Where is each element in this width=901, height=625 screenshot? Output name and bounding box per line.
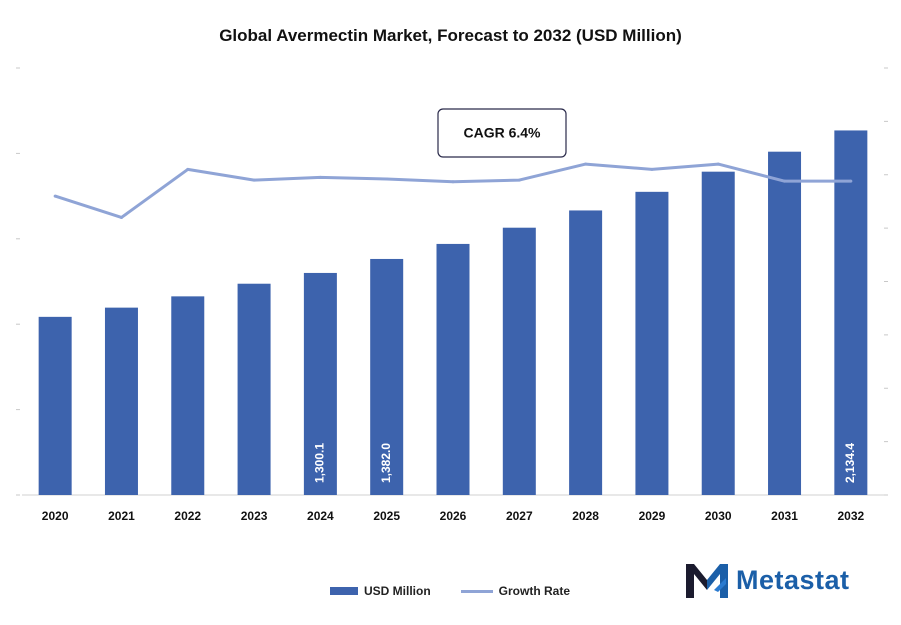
brand-name: Metastat — [736, 564, 850, 595]
bar-data-labels: 1,300.1 1,382.0 2,134.4 — [313, 443, 857, 483]
growth-rate-point-2031 — [783, 179, 787, 183]
x-tick-2020: 2020 — [42, 509, 69, 523]
growth-rate-point-2029 — [650, 167, 654, 171]
bar-2025 — [370, 258, 404, 495]
bar-2021 — [104, 307, 138, 495]
legend-item-usd-million: USD Million — [330, 584, 431, 598]
bar-data-label: 1,300.1 — [313, 443, 327, 483]
growth-rate-point-2032 — [849, 179, 853, 183]
chart-legend: USD Million Growth Rate — [330, 584, 600, 598]
x-axis-tick-labels: 2020 2021 2022 2023 2024 2025 2026 2027 2028 2029… — [42, 509, 865, 523]
growth-rate-point-2027 — [517, 178, 521, 182]
chart-title: Global Avermectin Market, Forecast to 20… — [219, 26, 682, 45]
right-axis-ticks — [884, 67, 888, 496]
growth-rate-point-2021 — [119, 215, 123, 219]
growth-rate-point-2030 — [716, 162, 720, 166]
left-axis-ticks — [16, 67, 20, 496]
bar-2024 — [303, 272, 337, 495]
x-tick-2026: 2026 — [440, 509, 467, 523]
bar-2029 — [635, 191, 669, 495]
x-tick-2027: 2027 — [506, 509, 533, 523]
growth-rate-point-2020 — [53, 194, 57, 198]
growth-rate-point-2023 — [252, 178, 256, 182]
x-tick-2022: 2022 — [174, 509, 201, 523]
cagr-annotation-text: CAGR 6.4% — [463, 125, 541, 141]
x-tick-2031: 2031 — [771, 509, 798, 523]
growth-rate-point-2028 — [584, 162, 588, 166]
bar-2027 — [502, 227, 536, 495]
bar-series — [38, 130, 868, 496]
growth-rate-point-2022 — [186, 167, 190, 171]
legend-swatch-bar — [330, 587, 358, 595]
growth-rate-point-2024 — [318, 175, 322, 179]
bar-data-label: 1,382.0 — [379, 443, 393, 483]
bar-2020 — [38, 316, 72, 495]
x-tick-2032: 2032 — [837, 509, 864, 523]
cagr-annotation-box — [437, 108, 567, 158]
growth-rate-point-2025 — [385, 177, 389, 181]
bar-2022 — [171, 296, 205, 495]
x-tick-2023: 2023 — [241, 509, 268, 523]
bar-2028 — [569, 210, 603, 495]
legend-label: USD Million — [364, 584, 431, 598]
x-tick-2024: 2024 — [307, 509, 334, 523]
legend-item-growth-rate: Growth Rate — [460, 584, 571, 598]
growth-rate-series — [53, 162, 853, 219]
legend-label: Growth Rate — [498, 584, 571, 598]
x-tick-2028: 2028 — [572, 509, 599, 523]
bar-2032 — [834, 130, 868, 496]
bar-2023 — [237, 283, 271, 495]
brand-logo: Metastat — [684, 560, 850, 600]
bar-2026 — [436, 243, 470, 495]
bar-data-label: 2,134.4 — [843, 443, 857, 483]
cagr-annotation: CAGR 6.4% — [437, 108, 567, 158]
x-tick-2021: 2021 — [108, 509, 135, 523]
legend-swatch-line — [460, 589, 493, 593]
metastat-m-logo-icon — [686, 564, 728, 598]
growth-rate-point-2026 — [451, 180, 455, 184]
bar-2031 — [768, 151, 802, 495]
x-tick-2030: 2030 — [705, 509, 732, 523]
x-tick-2029: 2029 — [639, 509, 666, 523]
bar-2030 — [701, 171, 735, 495]
x-tick-2025: 2025 — [373, 509, 400, 523]
